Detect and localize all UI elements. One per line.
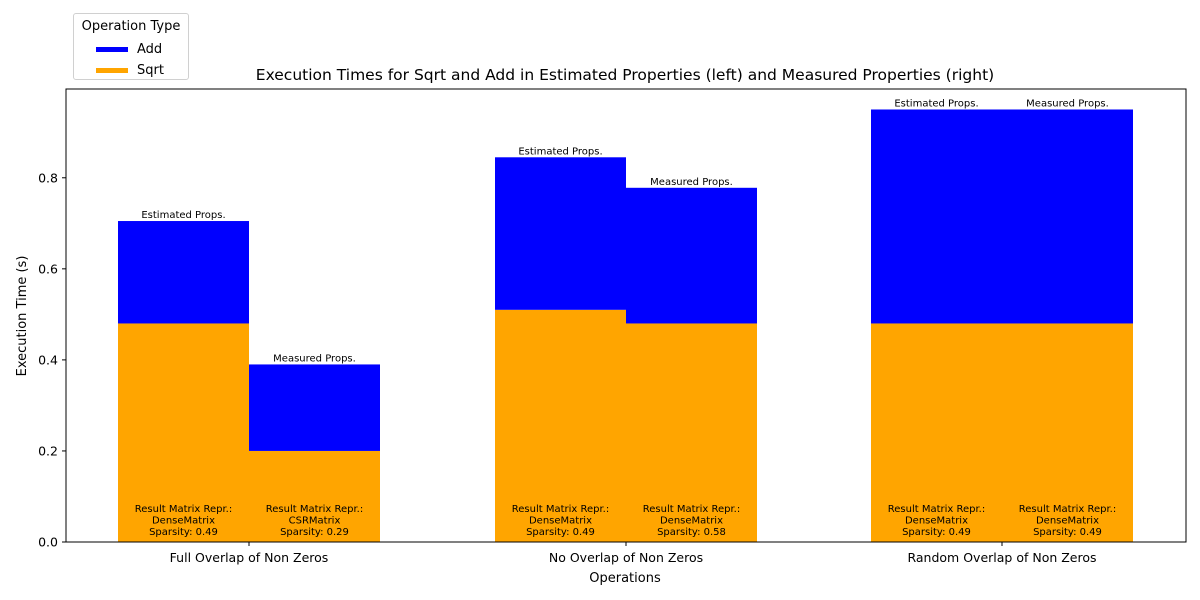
x-axis-label: Operations [589,571,661,586]
bar-bottom-label: Sparsity: 0.49 [526,527,595,538]
bar-bottom-label: DenseMatrix [1036,516,1099,527]
bar-add [626,187,757,324]
bar-bottom-label: Result Matrix Repr.: [888,504,985,515]
bar-sqrt [626,323,757,542]
legend: Operation Type Add Sqrt [73,13,189,80]
legend-label-add: Add [137,41,163,57]
y-tick-label: 0.0 [38,535,58,550]
bar-bottom-label: Result Matrix Repr.: [643,504,740,515]
legend-item-add: Add [96,41,162,57]
bar-bottom-label: Result Matrix Repr.: [1019,504,1116,515]
bar-add [118,221,249,324]
bar-add [871,109,1002,324]
legend-item-sqrt: Sqrt [96,62,164,78]
bar-bottom-label: Sparsity: 0.58 [657,527,726,538]
legend-title: Operation Type [81,19,181,34]
bar-bottom-label: Sparsity: 0.29 [280,527,349,538]
bar-bottom-label: DenseMatrix [152,516,215,527]
y-tick-label: 0.6 [38,261,58,276]
legend-swatch-add [96,46,128,52]
y-tick-label: 0.2 [38,443,58,458]
bar-top-label: Estimated Props. [894,98,978,109]
bar-bottom-label: Result Matrix Repr.: [135,504,232,515]
chart-title: Execution Times for Sqrt and Add in Esti… [256,66,994,84]
bar-bottom-label: DenseMatrix [905,516,968,527]
bar-bottom-label: Sparsity: 0.49 [902,527,971,538]
bar-bottom-label: Sparsity: 0.49 [1033,527,1102,538]
y-tick-label: 0.4 [38,352,58,367]
y-axis-label: Execution Time (s) [15,256,30,377]
bar-sqrt [1002,323,1133,542]
bar-top-label: Measured Props. [273,353,356,364]
bar-bottom-label: Sparsity: 0.49 [149,527,218,538]
bar-top-label: Measured Props. [1026,98,1109,109]
legend-swatch-sqrt [96,67,128,73]
bar-bottom-label: DenseMatrix [660,516,723,527]
bar-sqrt [495,309,626,542]
bar-sqrt [118,323,249,542]
bar-bottom-label: DenseMatrix [529,516,592,527]
bar-add [249,364,380,451]
x-tick-label: Random Overlap of Non Zeros [907,550,1096,565]
y-tick-label: 0.8 [38,170,58,185]
x-tick-label: No Overlap of Non Zeros [549,550,703,565]
bar-bottom-label: Result Matrix Repr.: [266,504,363,515]
legend-label-sqrt: Sqrt [137,62,164,78]
bar-top-label: Estimated Props. [141,210,225,221]
bar-sqrt [871,323,1002,542]
bar-add [495,157,626,310]
bar-sqrt [249,450,380,542]
bar-top-label: Estimated Props. [518,146,602,157]
bar-bottom-label: Result Matrix Repr.: [512,504,609,515]
bar-bottom-label: CSRMatrix [289,516,341,527]
bar-top-label: Measured Props. [650,177,733,188]
x-tick-label: Full Overlap of Non Zeros [170,550,329,565]
bar-add [1002,109,1133,324]
